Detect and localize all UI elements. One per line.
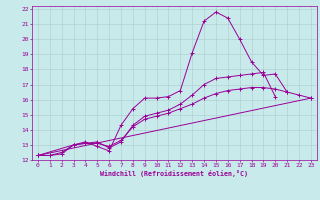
X-axis label: Windchill (Refroidissement éolien,°C): Windchill (Refroidissement éolien,°C) — [100, 170, 248, 177]
